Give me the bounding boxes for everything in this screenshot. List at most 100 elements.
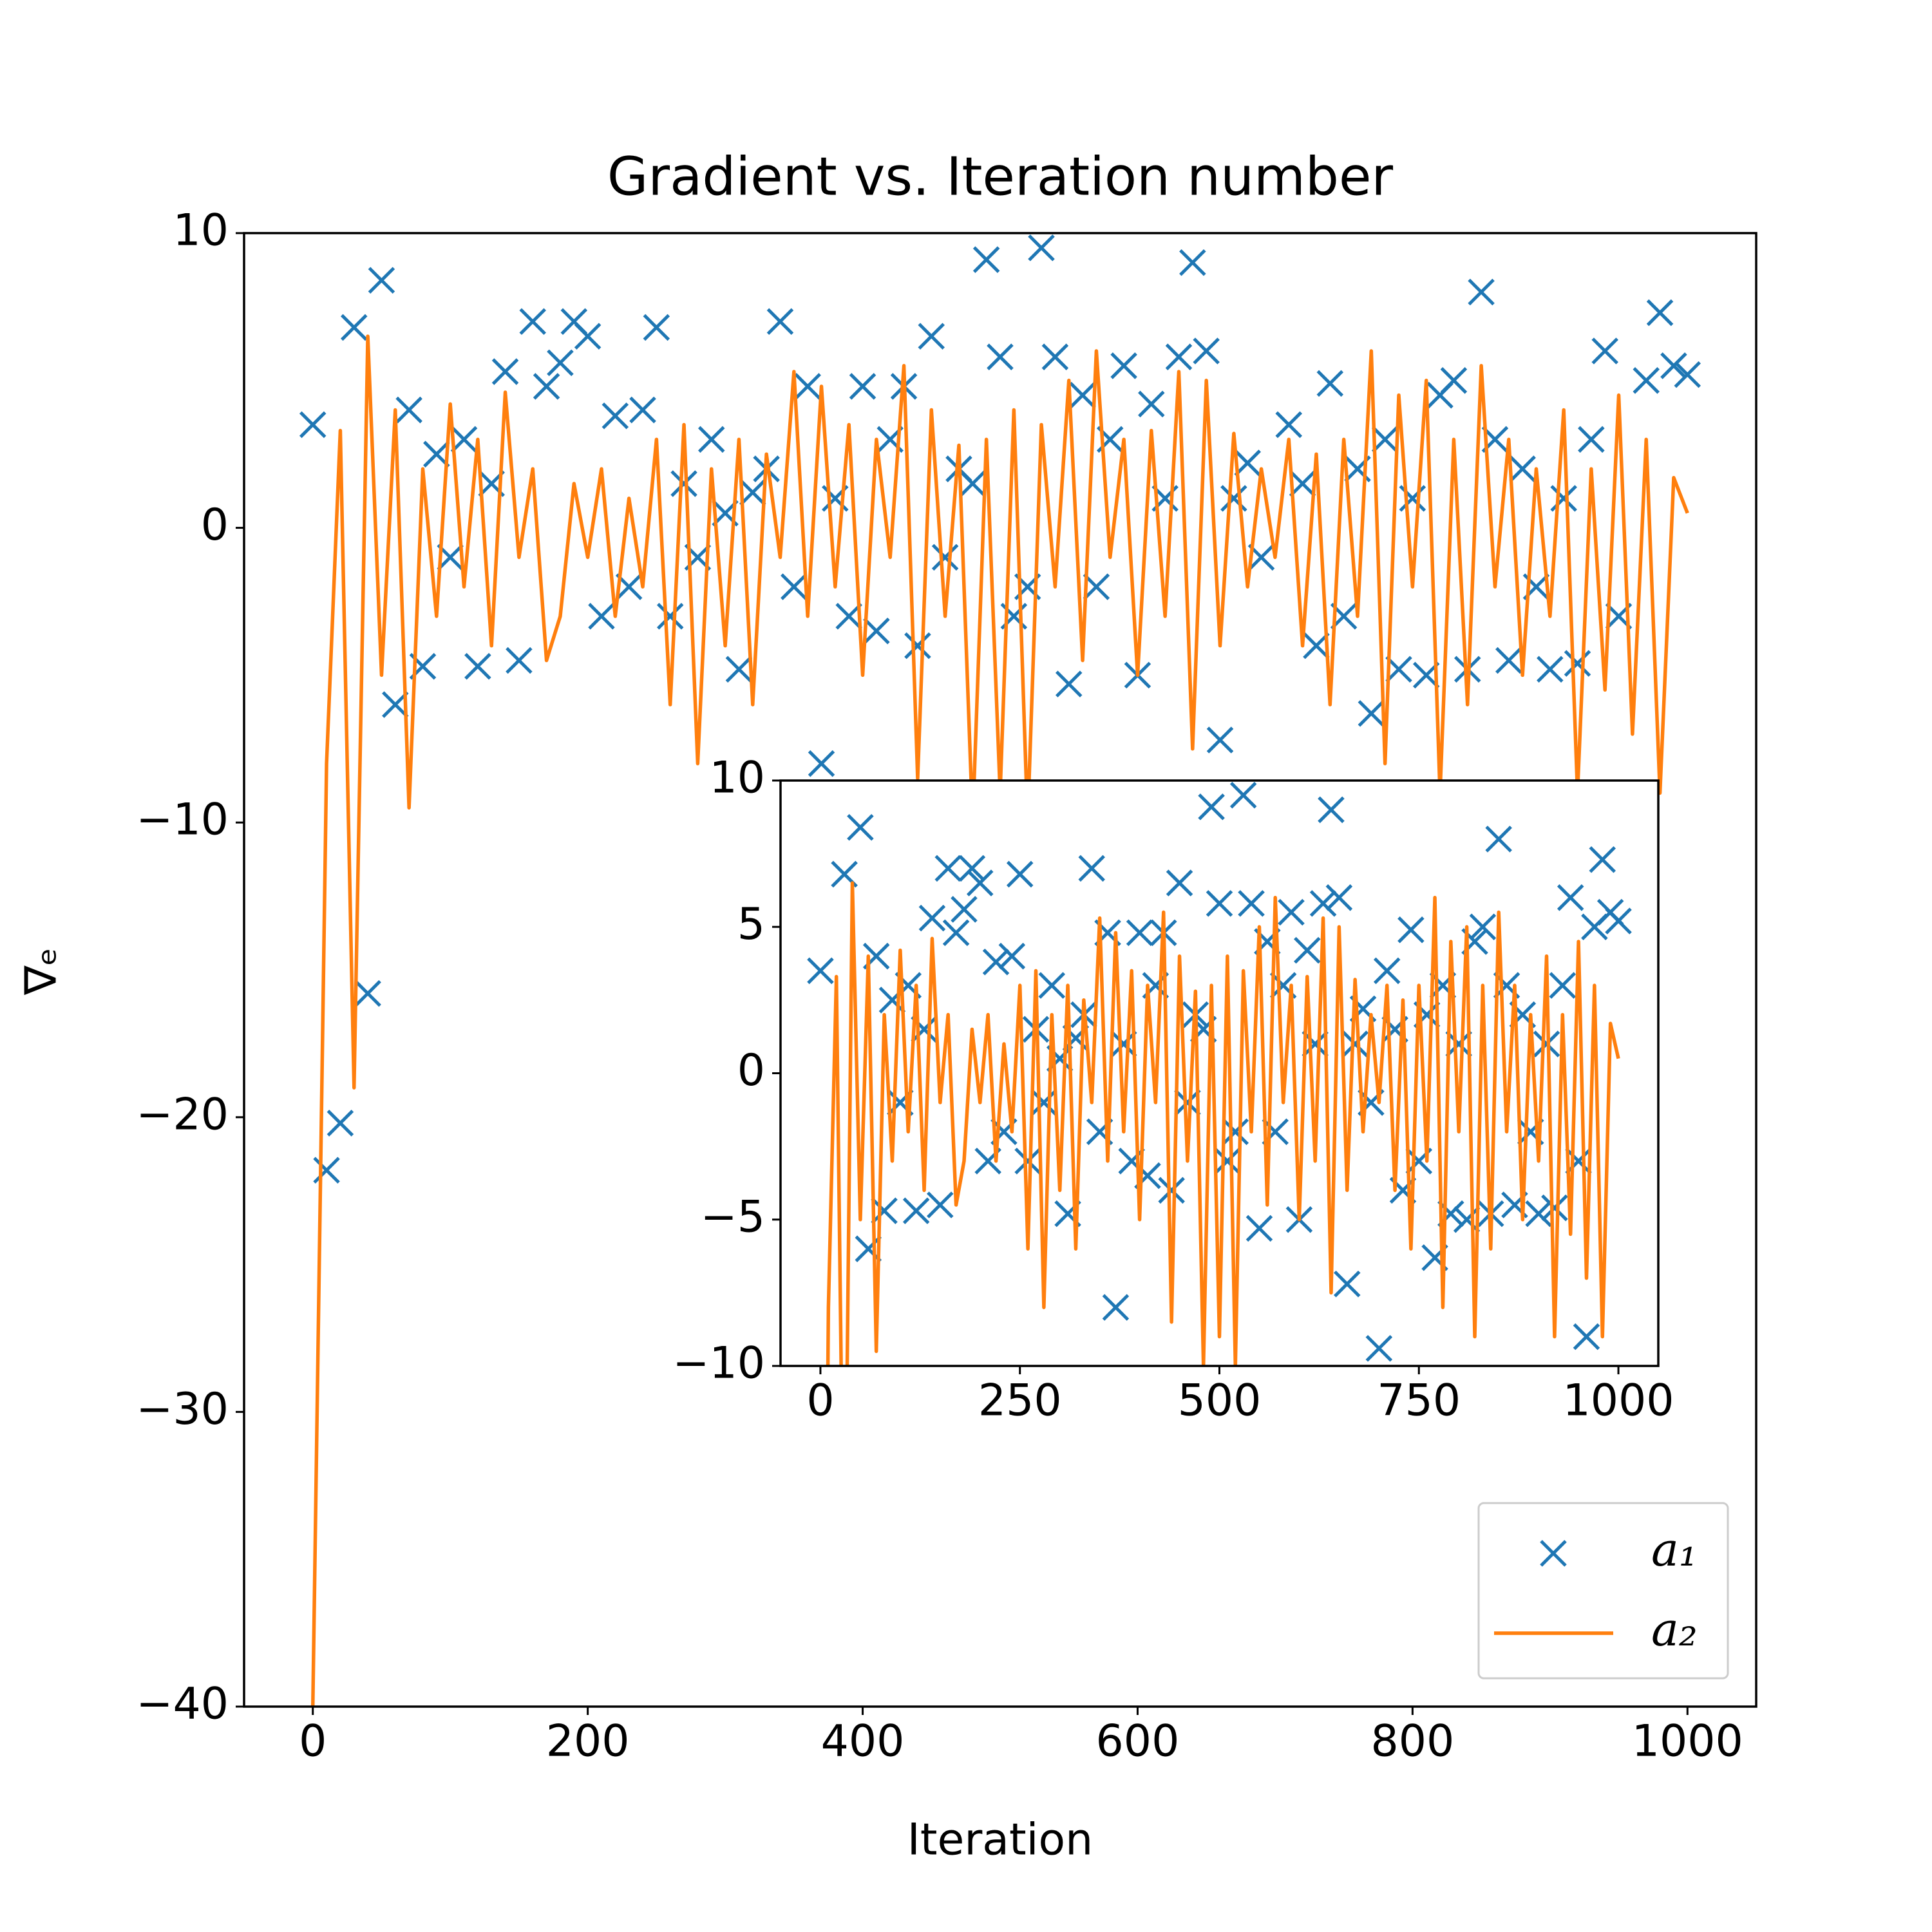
line-series xyxy=(826,881,1620,1366)
x-marker xyxy=(927,1191,954,1218)
x-marker xyxy=(1495,647,1522,674)
x-marker xyxy=(1440,367,1468,394)
x-marker xyxy=(670,470,697,497)
x-tick-label: 1000 xyxy=(1632,1716,1743,1767)
y-tick-label: −40 xyxy=(136,1679,229,1730)
x-marker xyxy=(1028,234,1055,261)
x-marker xyxy=(1006,860,1034,888)
x-marker xyxy=(1646,299,1674,327)
chart-title: Gradient vs. Iteration number xyxy=(607,146,1394,207)
x-marker xyxy=(808,750,835,777)
x-marker xyxy=(491,358,519,385)
x-tick-label: 750 xyxy=(1377,1376,1461,1426)
x-marker xyxy=(1358,700,1385,727)
x-marker xyxy=(902,1197,930,1224)
y-tick-label: −30 xyxy=(136,1384,229,1435)
x-marker xyxy=(835,603,862,630)
x-marker xyxy=(958,855,986,882)
x-marker xyxy=(1589,846,1616,873)
x-marker xyxy=(1578,426,1605,453)
x-marker xyxy=(1333,1270,1361,1298)
x-marker xyxy=(1605,907,1632,934)
x-marker xyxy=(1138,390,1165,418)
x-marker xyxy=(1633,367,1660,394)
legend-label: a₂ xyxy=(1651,1602,1698,1656)
x-marker xyxy=(1014,1148,1041,1175)
x-marker xyxy=(1234,450,1261,477)
x-marker xyxy=(847,813,874,841)
x-marker xyxy=(794,373,821,400)
x-marker xyxy=(725,656,753,683)
x-marker xyxy=(1485,826,1512,853)
x-marker xyxy=(1245,1215,1273,1242)
x-marker xyxy=(1537,656,1564,683)
x-marker xyxy=(588,603,615,630)
x-marker xyxy=(1275,411,1303,439)
x-marker xyxy=(368,267,395,294)
x-marker xyxy=(1206,726,1234,753)
x-marker xyxy=(1294,936,1321,964)
x-marker xyxy=(1325,884,1353,911)
x-marker xyxy=(1193,337,1220,365)
x-marker xyxy=(1238,890,1265,917)
x-marker xyxy=(1102,1294,1130,1321)
x-marker xyxy=(1591,337,1618,365)
y-tick-label: 0 xyxy=(737,1045,765,1096)
x-marker xyxy=(781,573,808,600)
x-marker xyxy=(1533,1030,1560,1057)
x-tick-label: 0 xyxy=(299,1716,327,1767)
x-marker xyxy=(1469,913,1497,941)
legend-label: a₁ xyxy=(1651,1522,1698,1577)
x-marker xyxy=(601,402,629,430)
x-marker xyxy=(934,855,961,882)
x-marker xyxy=(1468,278,1495,306)
x-marker xyxy=(1078,855,1106,882)
y-tick-label: 0 xyxy=(201,500,229,551)
x-marker xyxy=(697,426,725,453)
x-marker xyxy=(1573,1323,1600,1350)
x-marker xyxy=(1179,249,1206,276)
x-marker xyxy=(1660,352,1687,379)
x-marker xyxy=(1165,343,1193,370)
x-marker xyxy=(931,544,959,571)
x-marker xyxy=(855,1235,882,1262)
x-marker xyxy=(1198,793,1225,820)
x-marker xyxy=(340,314,368,341)
x-marker xyxy=(423,440,450,468)
x-marker xyxy=(1549,972,1577,999)
x-marker xyxy=(1674,361,1701,388)
x-marker xyxy=(1174,1089,1201,1116)
x-marker xyxy=(547,349,574,377)
x-marker xyxy=(1030,1089,1057,1116)
x-marker xyxy=(313,1157,340,1184)
axes-frame xyxy=(243,232,1757,1708)
y-axis-label: ∇ₑ xyxy=(16,947,67,996)
x-marker xyxy=(1166,869,1193,896)
x-marker xyxy=(464,652,491,680)
x-marker xyxy=(1445,1030,1472,1057)
x-marker xyxy=(656,603,684,630)
x-tick-label: 500 xyxy=(1178,1376,1262,1426)
x-tick-label: 250 xyxy=(978,1376,1062,1426)
y-tick-label: −20 xyxy=(136,1089,229,1140)
x-marker xyxy=(942,919,970,947)
x-marker xyxy=(1055,670,1083,697)
x-tick-label: 400 xyxy=(821,1716,905,1767)
x-marker xyxy=(629,396,656,424)
x-marker xyxy=(643,314,670,341)
x-marker xyxy=(1541,1194,1568,1222)
x-marker xyxy=(574,323,601,350)
x-marker xyxy=(871,1197,898,1224)
x-marker xyxy=(959,470,987,497)
x-marker xyxy=(766,308,794,336)
x-marker xyxy=(1158,1177,1185,1204)
x-marker xyxy=(1289,470,1316,497)
x-marker xyxy=(1038,972,1066,999)
x-marker xyxy=(1565,1148,1592,1175)
x-marker xyxy=(918,904,946,932)
x-marker xyxy=(987,343,1014,370)
x-marker xyxy=(1509,455,1536,482)
x-axis-label: Iteration xyxy=(907,1815,1093,1866)
y-tick-label: −10 xyxy=(136,795,229,846)
x-marker xyxy=(299,411,327,439)
